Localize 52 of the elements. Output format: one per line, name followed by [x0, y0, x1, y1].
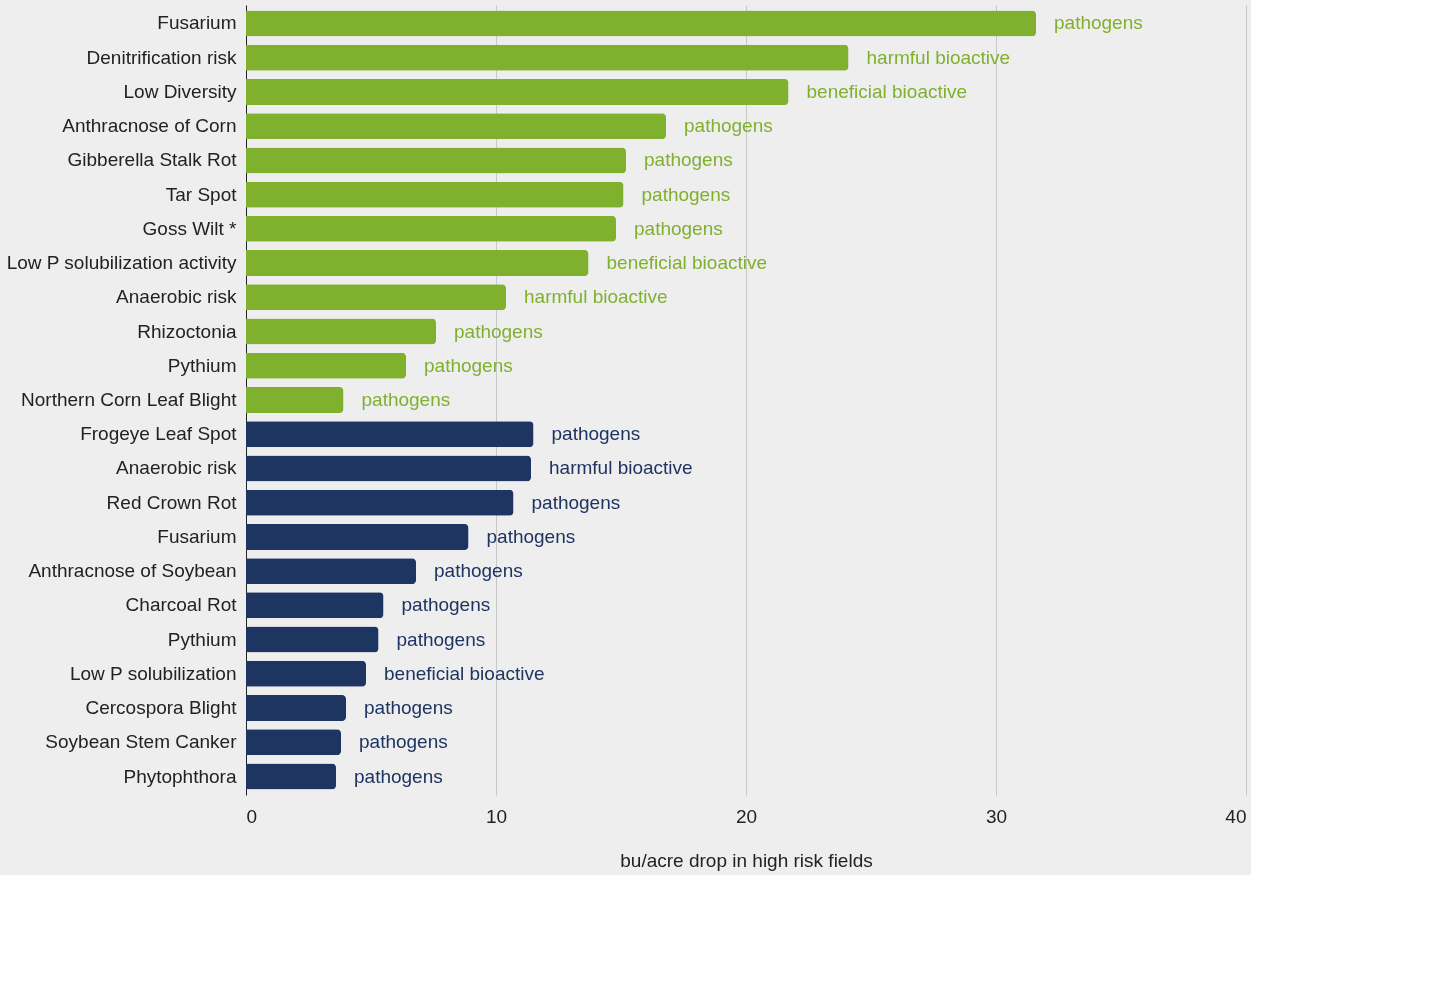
- data-label: harmful bioactive: [549, 457, 693, 479]
- y-tick-label: Goss Wilt *: [142, 217, 238, 239]
- data-label: pathogens: [486, 525, 576, 547]
- data-label: pathogens: [434, 560, 523, 582]
- x-tick-label: 20: [735, 805, 758, 827]
- data-label: pathogens: [644, 149, 733, 171]
- y-tick-label: Cercospora Blight: [85, 697, 238, 719]
- y-tick-label: Soybean Stem Canker: [45, 731, 238, 753]
- y-tick-label: Rhizoctonia: [137, 320, 237, 342]
- y-tick-label: Anthracnose of Soybean: [28, 560, 237, 582]
- y-tick-label: Low Diversity: [123, 80, 237, 102]
- data-label: beneficial bioactive: [384, 662, 545, 684]
- y-tick-label: Fusarium: [157, 12, 237, 34]
- y-tick-label: Pythium: [167, 354, 237, 376]
- data-label: pathogens: [531, 491, 621, 513]
- y-tick-label: Anaerobic risk: [116, 457, 237, 479]
- data-label: pathogens: [641, 183, 731, 205]
- data-label: beneficial bioactive: [806, 80, 968, 102]
- x-tick-label: 30: [985, 805, 1008, 827]
- y-tick-label: Northern Corn Leaf Blight: [21, 389, 238, 410]
- y-tick-label: Anaerobic risk: [116, 286, 237, 308]
- y-tick-label: Denitrification risk: [86, 46, 237, 68]
- y-tick-label: Red Crown Rot: [106, 491, 238, 513]
- y-tick-label: Fusarium: [157, 525, 237, 547]
- data-label: pathogens: [396, 628, 486, 650]
- x-tick-label: 10: [485, 805, 508, 827]
- y-tick-label: Anthracnose of Corn: [62, 115, 237, 137]
- y-tick-label: Gibberella Stalk Rot: [67, 149, 238, 171]
- data-label: pathogens: [401, 594, 491, 616]
- y-tick-label: Tar Spot: [165, 183, 238, 205]
- data-label: harmful bioactive: [524, 286, 668, 308]
- data-label: pathogens: [359, 731, 448, 753]
- y-tick-label: Pythium: [167, 628, 237, 650]
- data-label: pathogens: [361, 389, 451, 410]
- x-tick-label: 40: [1225, 805, 1247, 827]
- data-label: harmful bioactive: [866, 46, 1011, 68]
- data-label: pathogens: [364, 697, 453, 719]
- y-tick-label: Low P solubilization: [69, 662, 237, 684]
- x-axis-title: bu/acre drop in high risk fields: [620, 849, 873, 871]
- data-label: pathogens: [684, 115, 773, 137]
- y-tick-label: Charcoal Rot: [125, 594, 238, 616]
- y-tick-label: Low P solubilization activity: [6, 252, 237, 274]
- y-tick-label: Frogeye Leaf Spot: [80, 423, 238, 445]
- data-label: pathogens: [1054, 12, 1143, 34]
- data-label: pathogens: [354, 765, 443, 787]
- data-label: pathogens: [454, 320, 543, 342]
- x-tick-label: 0: [246, 805, 258, 827]
- data-label: beneficial bioactive: [606, 252, 768, 274]
- data-label: pathogens: [424, 354, 513, 376]
- data-label: pathogens: [551, 423, 641, 445]
- data-label: pathogens: [634, 217, 723, 239]
- y-tick-label: Phytophthora: [123, 765, 237, 787]
